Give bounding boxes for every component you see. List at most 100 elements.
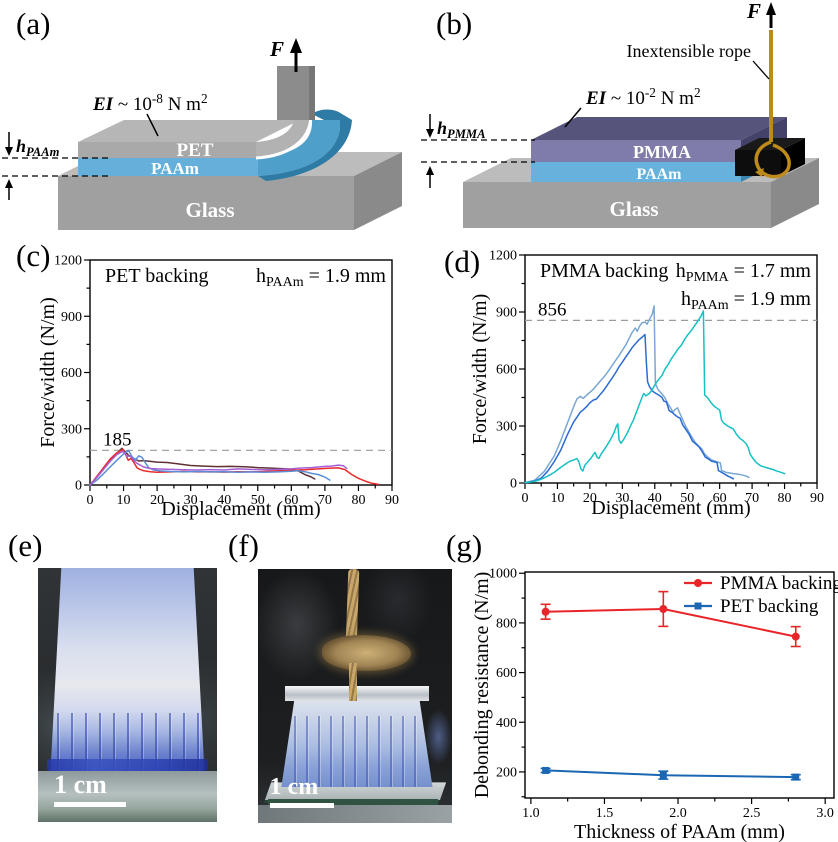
annotation: hPAAm = 1.9 mm	[681, 288, 811, 313]
rope-annotation: Inextensible rope	[627, 41, 751, 61]
svg-text:0: 0	[522, 491, 529, 506]
svg-text:600: 600	[61, 366, 82, 381]
thickness-label: hPMMA	[437, 118, 486, 141]
svg-text:600: 600	[496, 666, 517, 681]
scale-bar-line	[54, 801, 127, 807]
svg-text:2.0: 2.0	[669, 806, 687, 821]
photo-pmma-pull-fibrils: 1 cm	[258, 569, 452, 823]
x-axis-label: Thickness of PAAm (mm)	[574, 821, 785, 842]
scale-bar: 1 cm	[54, 771, 127, 807]
panel-label-d: (d)	[444, 244, 481, 279]
svg-text:40: 40	[648, 491, 662, 506]
reference-line-label: 185	[103, 429, 132, 450]
chart-svg-g: 1.0 1.5 2.0 2.5 3.0 200 400 600 800 1000 Thickness…	[471, 567, 838, 842]
pmma-top-face	[531, 117, 787, 140]
svg-text:1200: 1200	[489, 249, 517, 264]
svg-text:1.5: 1.5	[596, 806, 614, 821]
glass-slide-edge	[267, 798, 439, 806]
svg-text:300: 300	[61, 422, 82, 437]
svg-text:900: 900	[61, 310, 82, 325]
series-pmma-trial-2	[524, 333, 735, 484]
svg-text:3.0: 3.0	[816, 806, 834, 821]
svg-text:1000: 1000	[489, 567, 517, 582]
series-pmma-trial-3	[524, 310, 786, 484]
axes: 0 10 20 30 40 50 60 70 80 9003006009001200856Disp…	[469, 249, 824, 520]
svg-text:300: 300	[496, 420, 517, 435]
paam-curl	[258, 120, 340, 176]
pet-top-face	[78, 120, 300, 142]
thickness-arrow-down-head	[5, 147, 13, 156]
legend-label: PET backing	[720, 596, 819, 617]
fibril-zone	[289, 716, 425, 788]
pet-front-face	[78, 142, 256, 158]
x-axis-label: Displacement (mm)	[161, 498, 320, 520]
svg-text:1.0: 1.0	[522, 806, 540, 821]
grip-tab-shade	[309, 66, 315, 120]
svg-text:10: 10	[550, 491, 564, 506]
thickness-arrow-down-head	[426, 129, 434, 138]
panel-label-e: (e)	[8, 528, 43, 563]
svg-text:90: 90	[810, 491, 824, 506]
panel-label-f: (f)	[228, 528, 259, 563]
pmma-front-face	[531, 140, 741, 162]
pet-curl	[256, 110, 311, 158]
axes: 0 10 20 30 40 50 60 70 80 9003006009001200185Disp…	[37, 254, 399, 521]
chart-svg-c: 0 10 20 30 40 50 60 70 80 9003006009001200185Disp…	[37, 254, 399, 521]
chart-svg-d: 0 10 20 30 40 50 60 70 80 9003006009001200856Disp…	[469, 249, 824, 520]
chart-debonding-resistance: 1.0 1.5 2.0 2.5 3.0 200 400 600 800 1000 Thickness…	[462, 548, 838, 842]
svg-text:70: 70	[318, 493, 332, 508]
glass-right-face	[771, 158, 819, 228]
svg-text:10: 10	[117, 493, 131, 508]
y-axis-label: Force/width (N/m)	[469, 294, 491, 445]
svg-text:600: 600	[496, 363, 517, 378]
svg-text:90: 90	[385, 493, 399, 508]
svg-text:900: 900	[496, 306, 517, 321]
scale-bar-line	[269, 802, 334, 808]
svg-text:20: 20	[150, 493, 164, 508]
axes: 1.0 1.5 2.0 2.5 3.0 200 400 600 800 1000 Thickness…	[471, 567, 835, 842]
grip-tab	[277, 66, 315, 120]
y-axis-label: Debonding resistance (N/m)	[471, 572, 493, 799]
annotation: PET backing	[105, 265, 209, 287]
rope-loop-arrow	[755, 168, 764, 177]
paam-layer-label: PAAm	[636, 166, 682, 183]
svg-text:0: 0	[510, 477, 517, 492]
svg-text:30: 30	[184, 493, 198, 508]
svg-text:20: 20	[583, 491, 597, 506]
panel-label-b: (b)	[436, 6, 473, 41]
svg-text:50: 50	[680, 491, 694, 506]
svg-text:2.5: 2.5	[743, 806, 761, 821]
table-surface	[258, 805, 452, 823]
chart-pet-backing: 0 10 20 30 40 50 60 70 80 90 0 300 600 900 1200 185 Disp…	[28, 246, 400, 521]
thickness-label: hPAAm	[16, 136, 60, 159]
glass-front-face	[58, 176, 354, 230]
chart-pmma-backing: 0 10 20 30 40 50 60 70 80 90 0 300 600 900 1200 856 Disp…	[462, 246, 838, 520]
svg-text:50: 50	[251, 493, 265, 508]
rope-pointer-line	[752, 60, 770, 80]
series-pet-backing	[544, 769, 797, 779]
paam-layer-label: PAAm	[151, 159, 199, 178]
svg-text:800: 800	[496, 616, 517, 631]
adhesion-front	[46, 758, 209, 772]
stiffness-annotation: EI ~ 10-2 N m2	[585, 85, 701, 109]
panel-label-g: (g)	[446, 528, 483, 563]
rope-knot	[322, 635, 412, 671]
y-axis-label: Force/width (N/m)	[37, 297, 59, 448]
thickness-arrow-up-head	[426, 166, 434, 175]
force-label: F	[269, 37, 284, 61]
force-label: F	[746, 0, 761, 23]
diagram-pet-peel: F EI ~ 10-8 N m2 hPAAm PET PAAm Glass	[2, 37, 402, 230]
svg-text:70: 70	[745, 491, 759, 506]
force-arrow-head	[290, 38, 302, 53]
photo-pet-peel-fibrils: 1 cm	[38, 568, 217, 822]
glass-layer-label: Glass	[185, 198, 234, 222]
stiffness-pointer-line	[564, 107, 582, 128]
legend-label: PMMA backing	[720, 573, 838, 594]
svg-text:400: 400	[496, 716, 517, 731]
stiffness-pointer-line	[146, 113, 159, 137]
series-pet-trial-3	[89, 449, 331, 486]
svg-text:200: 200	[496, 765, 517, 780]
pmma-layer-label: PMMA	[633, 142, 691, 162]
